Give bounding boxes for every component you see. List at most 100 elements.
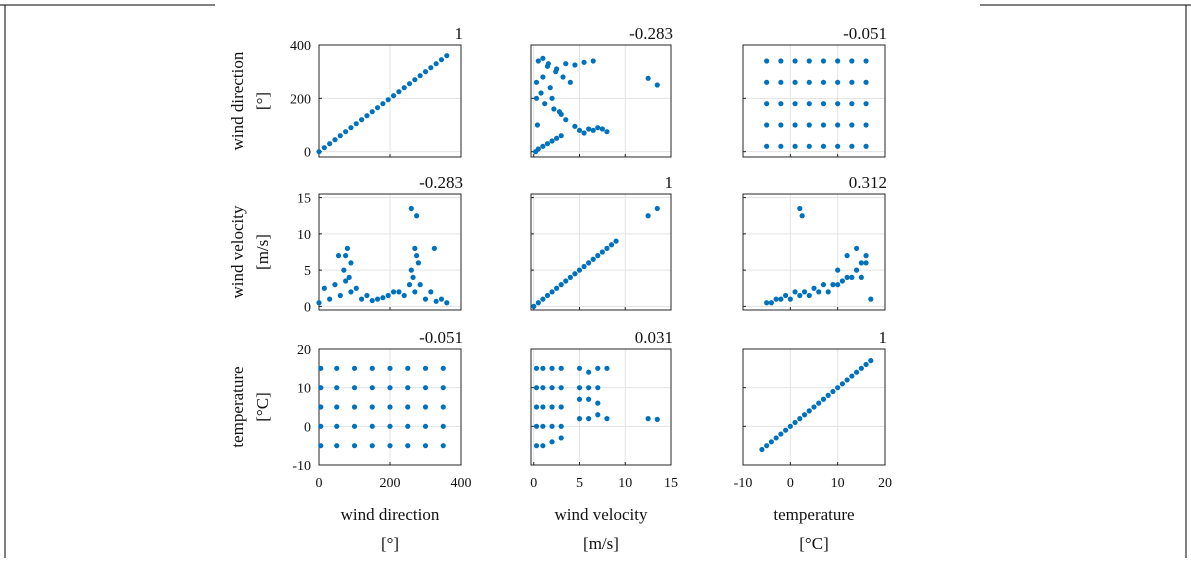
point	[773, 296, 779, 302]
point	[321, 145, 327, 151]
point	[835, 267, 841, 273]
point	[438, 57, 445, 63]
point	[595, 385, 601, 391]
point	[344, 245, 350, 251]
point	[558, 404, 564, 410]
point	[406, 81, 413, 87]
y-tick-label: -10	[292, 459, 311, 474]
point	[414, 253, 420, 259]
point	[343, 278, 349, 284]
point	[844, 377, 850, 383]
point	[778, 101, 784, 107]
point	[540, 74, 546, 80]
point	[820, 79, 827, 85]
point	[835, 143, 841, 149]
point	[563, 61, 569, 67]
point	[337, 292, 343, 299]
point	[835, 122, 841, 128]
point	[422, 404, 429, 410]
correlation-annotation: 0.031	[635, 328, 673, 347]
point	[343, 129, 349, 135]
point	[318, 443, 324, 449]
correlation-annotation: -0.283	[419, 173, 463, 192]
point	[787, 423, 793, 429]
point	[327, 141, 333, 147]
point	[549, 439, 555, 445]
y-axis-label: [°]	[253, 92, 272, 110]
point	[768, 439, 775, 445]
correlation-annotation: -0.051	[419, 328, 463, 347]
point	[428, 289, 434, 295]
point	[549, 423, 555, 429]
point	[778, 79, 784, 85]
point	[576, 416, 583, 422]
point	[806, 58, 812, 64]
point	[396, 289, 402, 295]
y-tick-label: 20	[297, 343, 311, 358]
point	[863, 253, 869, 259]
point	[567, 79, 573, 85]
x-axis-label: [°C]	[799, 534, 828, 553]
point	[778, 431, 784, 437]
point	[595, 400, 601, 406]
point	[792, 79, 798, 85]
point	[332, 282, 338, 288]
point	[849, 143, 855, 149]
point	[581, 130, 587, 136]
point	[806, 79, 812, 85]
point	[576, 385, 583, 391]
point	[351, 385, 358, 391]
point	[783, 292, 789, 299]
point	[586, 396, 592, 402]
point	[406, 282, 413, 288]
point	[440, 365, 446, 371]
point	[759, 446, 765, 453]
point	[440, 423, 446, 429]
point	[863, 58, 869, 64]
point	[863, 260, 869, 266]
point	[558, 365, 564, 371]
point	[364, 113, 370, 119]
axes-box	[318, 193, 462, 311]
point	[806, 408, 812, 414]
point	[844, 274, 850, 280]
point	[390, 289, 397, 295]
point	[551, 106, 557, 112]
point	[863, 143, 869, 149]
point	[590, 58, 596, 64]
point	[422, 423, 429, 429]
y-axis-label: temperature	[228, 366, 247, 447]
point	[353, 285, 359, 291]
point	[414, 213, 420, 219]
point	[341, 267, 347, 273]
point	[405, 404, 411, 410]
x-tick-label: 5	[576, 476, 583, 491]
point	[595, 125, 601, 131]
point	[540, 443, 546, 449]
point	[405, 423, 411, 429]
point	[608, 242, 615, 248]
point	[540, 365, 546, 371]
y-tick-label: 0	[304, 420, 311, 435]
point	[858, 260, 864, 266]
point	[549, 365, 555, 371]
point	[586, 260, 592, 266]
point	[816, 289, 822, 295]
point	[576, 127, 583, 133]
point	[321, 285, 327, 291]
point	[801, 289, 808, 295]
point	[563, 278, 569, 284]
point	[764, 58, 770, 64]
point	[849, 274, 855, 280]
point	[764, 300, 770, 306]
point	[854, 267, 860, 273]
point	[554, 135, 560, 141]
point	[412, 77, 418, 83]
x-tick-label: 15	[664, 476, 678, 491]
point	[318, 423, 324, 429]
point	[549, 95, 555, 101]
point	[334, 404, 340, 410]
correlation-annotation: 0.312	[849, 173, 887, 192]
point	[787, 296, 793, 302]
point	[792, 58, 798, 64]
